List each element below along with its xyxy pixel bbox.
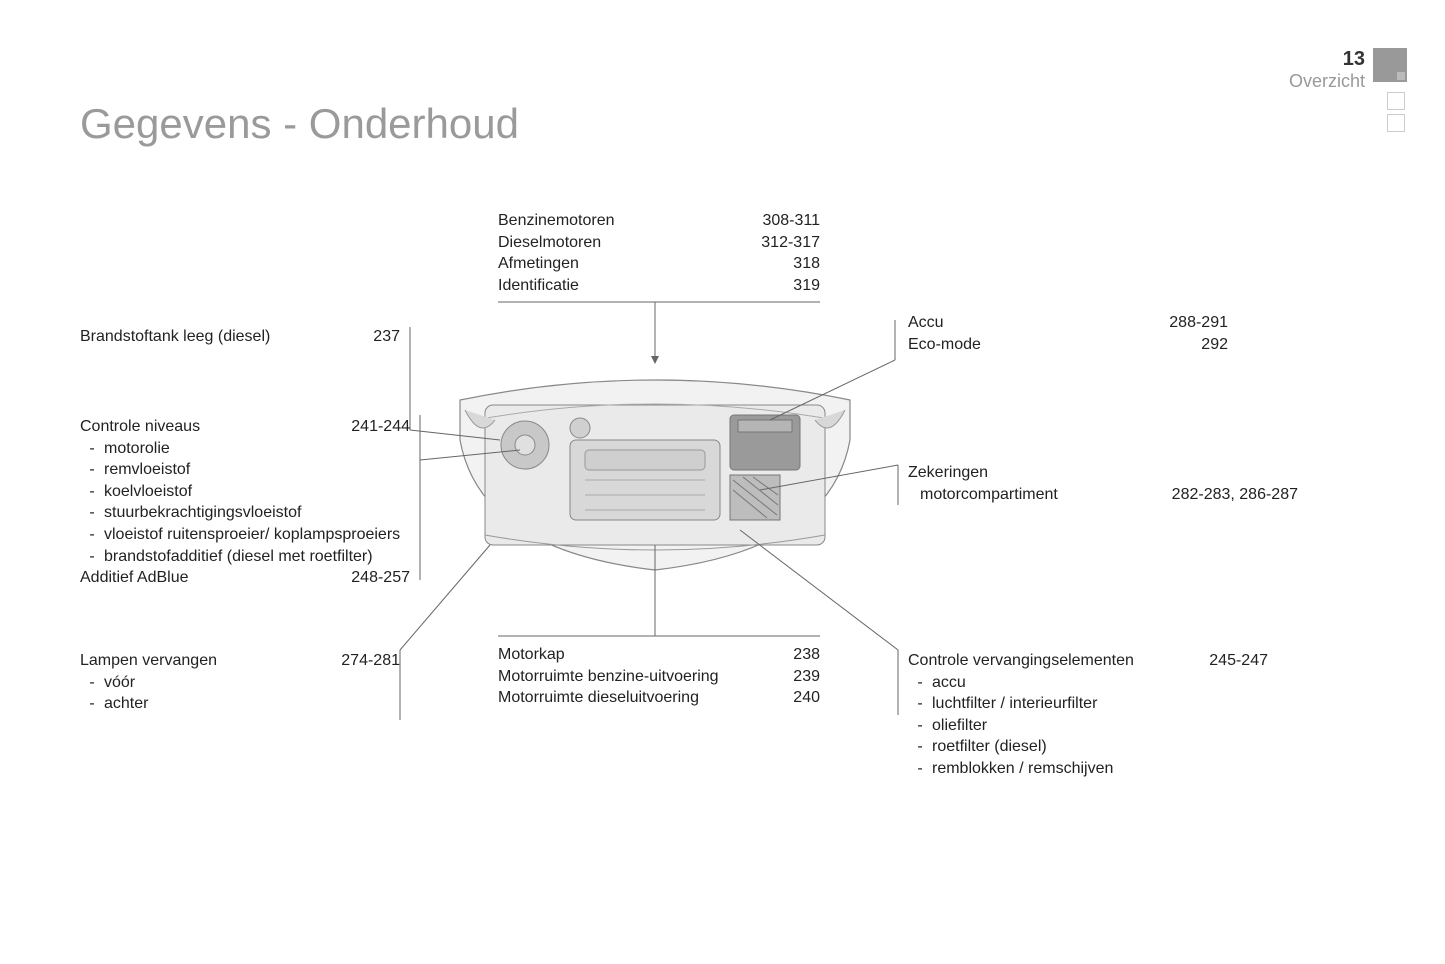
pages: 241-244 [351, 416, 410, 438]
label: Motorruimte dieseluitvoering [498, 687, 729, 709]
page-title: Gegevens - Onderhoud [80, 100, 519, 148]
side-tab-markers [1387, 92, 1405, 136]
sub: luchtfilter / interieurfilter [932, 693, 1268, 715]
pages: 245-247 [1209, 650, 1268, 672]
engine-bay-diagram [450, 370, 860, 580]
sub: stuurbekrachtigingsvloeistof [104, 502, 410, 524]
pages: 240 [793, 687, 820, 709]
corner-decoration [1373, 48, 1407, 82]
label: Additief AdBlue [80, 567, 219, 589]
sub: remvloeistof [104, 459, 410, 481]
pages: 237 [373, 326, 400, 348]
page-number: 13 [1289, 48, 1365, 71]
label-line1: Zekeringen [908, 462, 1298, 484]
pages: 282-283, 286-287 [1172, 484, 1298, 506]
label: Identificatie [498, 275, 609, 297]
callout-top-center: Benzinemotoren 308-311 Dieselmotoren 312-3… [498, 210, 820, 296]
callout-left-top: Brandstoftank leeg (diesel) 237 [80, 326, 400, 348]
pages: 248-257 [351, 567, 410, 589]
label: Controle vervangingselementen [908, 650, 1164, 672]
sub: motorolie [104, 438, 410, 460]
pages: 288-291 [1169, 312, 1228, 334]
pages: 239 [793, 666, 820, 688]
sub: accu [932, 672, 1268, 694]
sub: koelvloeistof [104, 481, 410, 503]
callout-right-bottom: Controle vervangingselementen245-247 -ac… [908, 650, 1268, 780]
label: Controle niveaus [80, 416, 230, 438]
label-line2: motorcompartiment [908, 484, 1088, 506]
sub: oliefilter [932, 715, 1268, 737]
label: Dieselmotoren [498, 232, 631, 254]
pages: 308-311 [762, 210, 820, 232]
label: Accu [908, 312, 974, 334]
pages: 318 [793, 253, 820, 275]
label: Motorruimte benzine-uitvoering [498, 666, 749, 688]
pages: 292 [1201, 334, 1228, 356]
label: Benzinemotoren [498, 210, 645, 232]
page-section-label: Overzicht [1289, 71, 1365, 92]
sub: brandstofadditief (diesel met roetfilter… [104, 546, 410, 568]
pages: 274-281 [341, 650, 400, 672]
pages: 238 [793, 644, 820, 666]
sub: achter [104, 693, 400, 715]
label: Brandstoftank leeg (diesel) [80, 326, 300, 348]
callout-bottom-center: Motorkap 238 Motorruimte benzine-uitvoeri… [498, 644, 820, 709]
pages: 319 [793, 275, 820, 297]
label: Lampen vervangen [80, 650, 247, 672]
callout-left-mid: Controle niveaus241-244 -motorolie -remv… [80, 416, 410, 589]
callout-right-mid: Zekeringen motorcompartiment 282-283, 286… [908, 462, 1298, 505]
label: Motorkap [498, 644, 595, 666]
pages: 312-317 [761, 232, 820, 254]
page-header: 13 Overzicht [1289, 48, 1365, 92]
callout-right-top: Accu 288-291 Eco-mode 292 [908, 312, 1228, 355]
sub: vloeistof ruitensproeier/ koplampsproeie… [104, 524, 410, 546]
sub: roetfilter (diesel) [932, 736, 1268, 758]
callout-left-bottom: Lampen vervangen274-281 -vóór -achter [80, 650, 400, 715]
sub: remblokken / remschijven [932, 758, 1268, 780]
label: Afmetingen [498, 253, 609, 275]
sub: vóór [104, 672, 400, 694]
label: Eco-mode [908, 334, 1011, 356]
